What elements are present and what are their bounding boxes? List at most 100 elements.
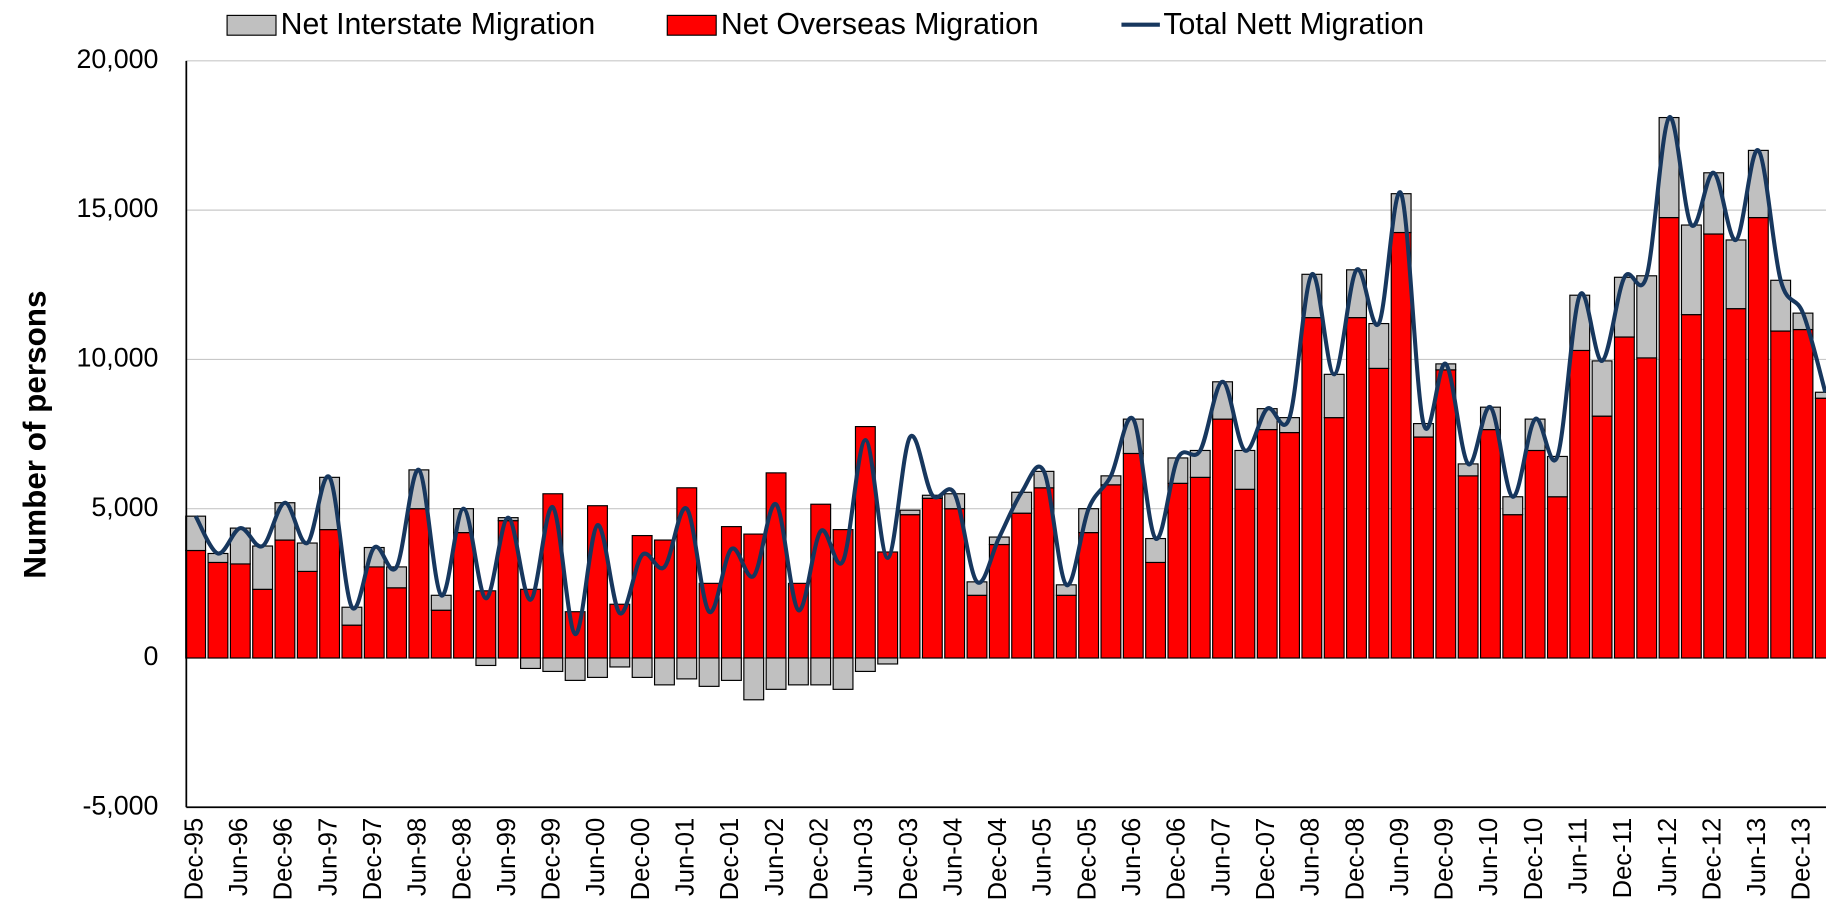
bar-segment [252,545,274,590]
bar-segment [1323,373,1345,419]
bar-segment [430,609,452,659]
y-tick-label: 20,000 [77,44,159,74]
bar-segment [1770,330,1792,659]
x-tick-label: Dec-06 [1163,818,1191,901]
x-tick-label: Dec-02 [805,818,833,901]
bar-segment [1256,428,1278,659]
bar-segment [1814,391,1826,399]
bar-segment [966,594,988,659]
x-tick-label: Dec-96 [270,818,298,901]
bar-segment [1569,349,1591,659]
bar-segment [386,587,408,659]
bar-segment [1524,449,1546,659]
bar-segment [1011,512,1033,659]
bar-segment [676,657,698,680]
bar-segment [1502,496,1524,516]
x-tick-label: Dec-95 [180,818,208,901]
bar-segment [944,508,966,659]
bar-segment [810,503,832,659]
x-tick-label: Jun-01 [672,818,700,896]
bar-segment [453,532,475,659]
bar-segment [1323,417,1345,659]
bar-segment [854,657,876,673]
bar-segment [765,472,787,659]
bar-segment [698,657,720,687]
x-tick-label: Jun-06 [1118,818,1146,896]
x-tick-label: Jun-98 [404,818,432,896]
legend-label: Net Interstate Migration [281,8,596,41]
bar-segment [1212,418,1234,659]
x-tick-label: Jun-00 [582,818,610,896]
bar-segment [832,529,854,659]
x-tick-label: Dec-99 [538,818,566,901]
x-tick-label: Dec-97 [359,818,387,901]
y-tick-label: 0 [143,641,158,671]
bar-segment [1770,279,1792,332]
bar-segment [1591,360,1613,417]
bar-segment [810,657,832,686]
bar-segment [1078,532,1100,659]
x-tick-label: Dec-10 [1520,818,1548,901]
bar-segment [1680,224,1702,316]
y-tick-label: -5,000 [82,790,158,820]
bar-segment [1747,216,1769,659]
bar-segment [1368,322,1390,369]
y-tick-label: 10,000 [77,342,159,372]
legend-label: Net Overseas Migration [721,8,1039,41]
bar-segment [542,657,564,673]
x-tick-label: Jun-13 [1743,818,1771,896]
bar-segment [743,657,765,701]
bar-segment [631,657,653,678]
bar-segment [341,624,363,659]
bar-segment [877,657,899,665]
bar-segment [1055,594,1077,659]
bar-segment [207,561,229,659]
bar-segment [1658,216,1680,659]
x-tick-label: Dec-05 [1073,818,1101,901]
bar-segment [1502,514,1524,659]
bar-segment [296,570,318,659]
x-tick-label: Jun-02 [761,818,789,896]
x-tick-label: Dec-13 [1788,818,1816,901]
x-tick-label: Jun-03 [850,818,878,896]
bar-segment [408,508,430,659]
bar-segment [609,657,631,668]
bar-segment [229,563,251,659]
bar-segment [1390,231,1412,659]
x-tick-label: Dec-09 [1431,818,1459,901]
y-tick-label: 5,000 [91,492,158,522]
bar-segment [586,657,608,678]
x-tick-label: Jun-12 [1654,818,1682,896]
x-tick-label: Jun-97 [314,818,342,896]
bar-segment [1346,317,1367,659]
bar-segment [1368,367,1390,659]
bar-segment [1234,449,1256,490]
x-tick-label: Dec-12 [1698,818,1726,901]
bar-segment [832,657,854,690]
x-tick-label: Jun-11 [1565,818,1593,894]
x-tick-label: Jun-10 [1475,818,1503,896]
bar-segment [1792,328,1814,659]
bar-segment [1814,397,1826,659]
bar-segment [520,657,541,670]
bar-segment [252,588,274,659]
x-tick-label: Dec-04 [984,818,1012,901]
x-tick-label: Dec-00 [627,818,655,901]
legend-swatch [226,14,277,36]
bar-segment [1725,239,1747,310]
bar-segment [1145,537,1167,564]
legend-swatch [666,14,717,36]
bar-segment [1613,336,1635,659]
bar-segment [1301,317,1323,659]
bar-segment [1435,369,1457,659]
bar-segment [1122,452,1144,659]
x-tick-label: Jun-05 [1029,818,1057,896]
bar-segment [475,590,497,659]
x-tick-label: Jun-07 [1207,818,1235,896]
x-tick-label: Dec-08 [1341,818,1369,901]
bar-segment [296,542,318,572]
bar-segment [319,529,341,659]
x-tick-label: Jun-09 [1386,818,1414,896]
y-axis-label: Number of persons [18,291,53,579]
